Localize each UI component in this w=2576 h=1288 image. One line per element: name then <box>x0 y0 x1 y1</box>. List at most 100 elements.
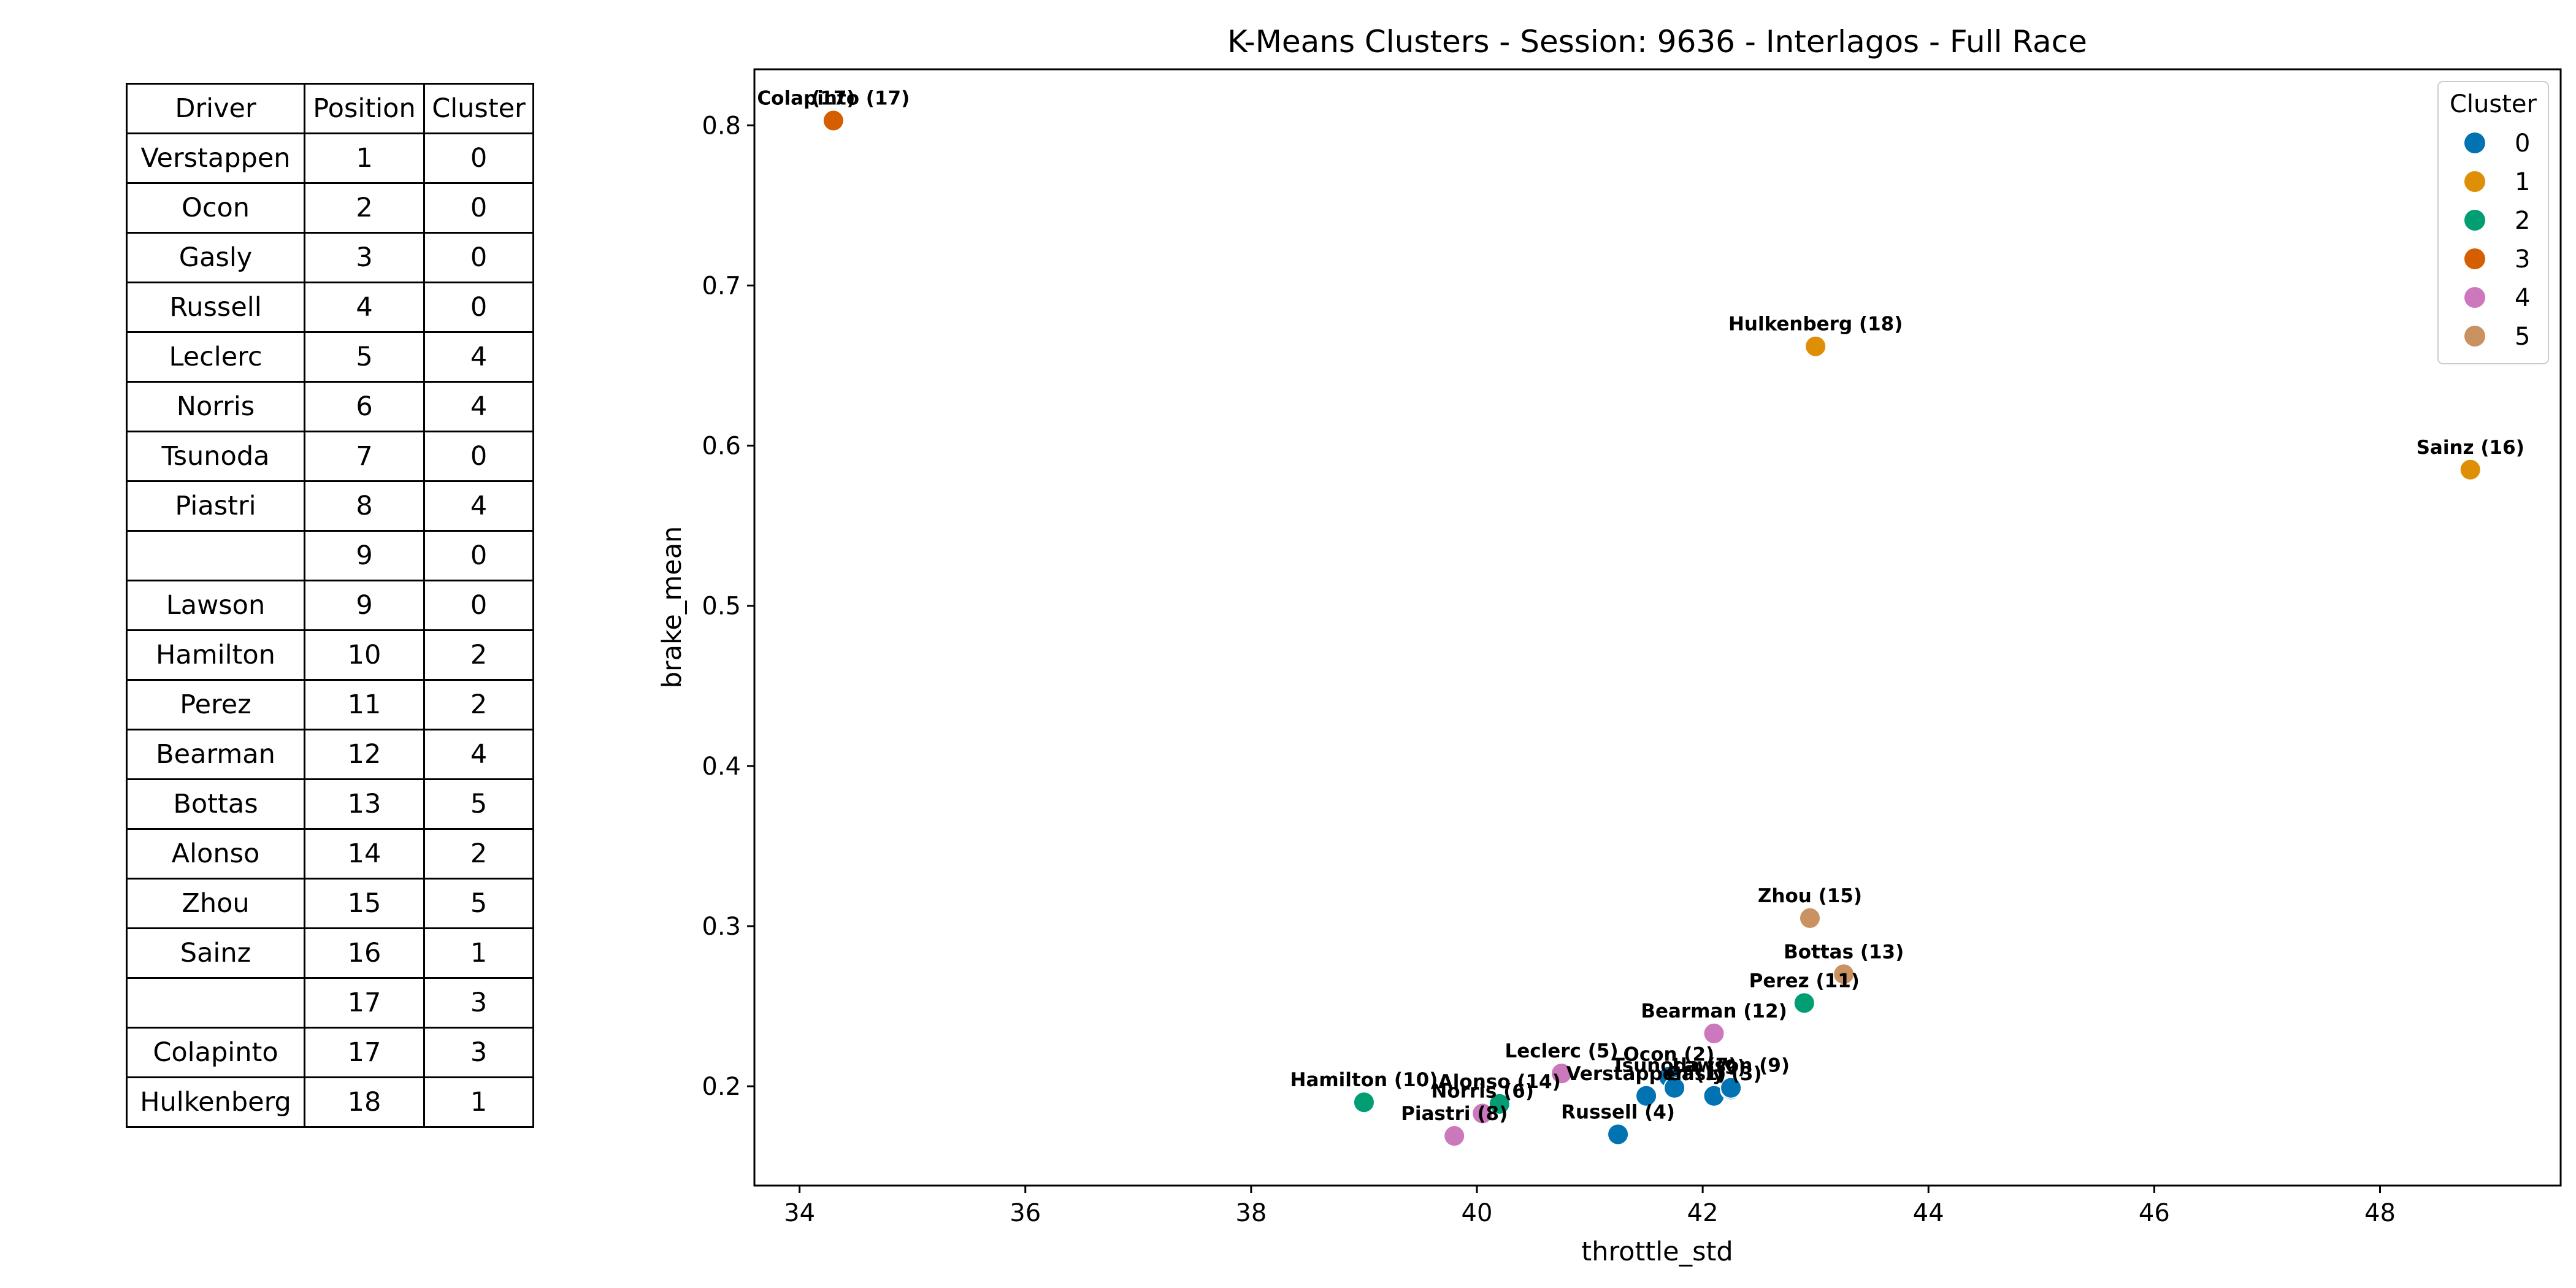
point-label: Colapinto (17) <box>757 88 910 110</box>
cell-driver: Gasly <box>126 232 305 283</box>
data-point <box>1663 1076 1686 1099</box>
legend-marker <box>2464 210 2485 231</box>
cell-driver: Leclerc <box>126 331 305 383</box>
cell-driver <box>126 530 305 581</box>
header-cluster: Cluster <box>423 83 534 134</box>
cell-driver: Bearman <box>126 729 305 780</box>
point-label: Hulkenberg (18) <box>1728 313 1903 335</box>
point-label: Bearman (12) <box>1641 1000 1787 1022</box>
legend-frame <box>2437 81 2549 364</box>
data-point <box>1703 1022 1725 1045</box>
cell-cluster: 1 <box>423 1076 534 1128</box>
axis-ticks: 34 36 38 40 42 44 46 48 0.2 0.3 0.4 0.5 0.6 0.7 0.8 <box>702 112 2396 1227</box>
cell-position: 9 <box>304 530 425 581</box>
point-label: Gasly (3) <box>1666 1063 1761 1085</box>
table-row: Verstappen 1 0 <box>126 132 534 184</box>
cell-cluster: 0 <box>423 431 534 482</box>
point-label: Verstappen (1) <box>1566 1063 1727 1085</box>
point-label: Russell (4) <box>1561 1101 1675 1123</box>
x-tick-label: 34 <box>784 1199 815 1227</box>
point-label: Leclerc (5) <box>1505 1040 1618 1062</box>
point-label: Bottas (13) <box>1784 941 1904 963</box>
cell-cluster: 0 <box>423 580 534 631</box>
cell-driver: Russell <box>126 282 305 333</box>
x-tick-label: 36 <box>1010 1199 1041 1227</box>
point-label: (17) <box>811 88 855 110</box>
chart-title: K-Means Clusters - Session: 9636 - Inter… <box>1227 24 2087 59</box>
point-label: Hamilton (10) <box>1290 1069 1438 1091</box>
header-position: Position <box>304 83 425 134</box>
x-tick-label: 48 <box>2364 1199 2396 1227</box>
point-label: Norris (6) <box>1431 1080 1534 1102</box>
y-tick-label: 0.2 <box>702 1073 741 1101</box>
table-row: Russell 4 0 <box>126 282 534 333</box>
legend-marker <box>2464 171 2485 192</box>
table-body: Verstappen 1 0 Ocon 2 0 Gasly 3 0 Russell 4 0 Lecler… <box>126 132 534 1128</box>
cell-position: 18 <box>304 1076 425 1128</box>
legend-label: 0 <box>2515 129 2530 158</box>
table-row: Piastri 8 4 <box>126 480 534 532</box>
point-labels: Verstappen (1)Ocon (2)Gasly (3) Russell (… <box>757 88 2524 1125</box>
legend-marker <box>2464 248 2485 269</box>
legend-label: 3 <box>2515 245 2530 274</box>
cell-position: 3 <box>304 232 425 283</box>
legend-label: 2 <box>2515 207 2530 235</box>
cell-position: 4 <box>304 282 425 333</box>
plot-frame <box>753 68 2562 1187</box>
table-row: Leclerc 5 4 <box>126 331 534 383</box>
legend-title: Cluster <box>2450 90 2537 118</box>
data-point <box>1443 1125 1466 1148</box>
table-row: Bearman 12 4 <box>126 729 534 780</box>
cell-cluster: 0 <box>423 232 534 283</box>
cell-driver: Sainz <box>126 927 305 979</box>
data-point <box>1804 335 1827 358</box>
cell-position: 2 <box>304 182 425 234</box>
cell-position: 11 <box>304 679 425 730</box>
cell-cluster: 2 <box>423 828 534 880</box>
data-points <box>822 109 2482 1148</box>
data-point <box>1551 1062 1573 1085</box>
table-row: Hamilton 10 2 <box>126 629 534 681</box>
point-label: (9) <box>1715 1056 1746 1078</box>
data-point <box>1607 1123 1630 1146</box>
cell-cluster: 5 <box>423 778 534 830</box>
data-point <box>1352 1091 1375 1114</box>
legend-marker <box>2464 132 2485 153</box>
cell-position: 1 <box>304 132 425 184</box>
cell-cluster: 0 <box>423 132 534 184</box>
cell-cluster: 2 <box>423 629 534 681</box>
data-point <box>1798 907 1821 929</box>
cell-driver <box>126 977 305 1029</box>
legend-marker <box>2464 326 2485 347</box>
y-tick-label: 0.7 <box>702 272 741 301</box>
legend-marker <box>2464 287 2485 308</box>
cell-cluster: 4 <box>423 480 534 532</box>
table-row: Zhou 15 5 <box>126 878 534 929</box>
data-point <box>1720 1076 1742 1099</box>
point-label: Piastri (8) <box>1401 1103 1508 1125</box>
table-row: Perez 11 2 <box>126 679 534 730</box>
x-tick-label: 42 <box>1687 1199 1719 1227</box>
y-tick-label: 0.8 <box>702 112 741 140</box>
data-point <box>1793 992 1815 1014</box>
cell-cluster: 0 <box>423 530 534 581</box>
data-point <box>1488 1092 1511 1115</box>
legend-label: 4 <box>2515 284 2530 312</box>
point-label: Perez (11) <box>1749 970 1860 992</box>
cell-cluster: 4 <box>423 729 534 780</box>
point-label: Lawson (9) <box>1672 1055 1790 1077</box>
cell-cluster: 4 <box>423 381 534 432</box>
cell-cluster: 2 <box>423 679 534 730</box>
cell-cluster: 0 <box>423 282 534 333</box>
point-label: Alonso (14) <box>1438 1071 1561 1093</box>
legend-label: 1 <box>2515 168 2530 196</box>
cell-position: 8 <box>304 480 425 532</box>
cell-cluster: 0 <box>423 182 534 234</box>
header-driver: Driver <box>126 83 305 134</box>
legend-label: 5 <box>2515 323 2530 351</box>
table-row: Ocon 2 0 <box>126 182 534 234</box>
cell-position: 14 <box>304 828 425 880</box>
cell-driver: Colapinto <box>126 1027 305 1078</box>
